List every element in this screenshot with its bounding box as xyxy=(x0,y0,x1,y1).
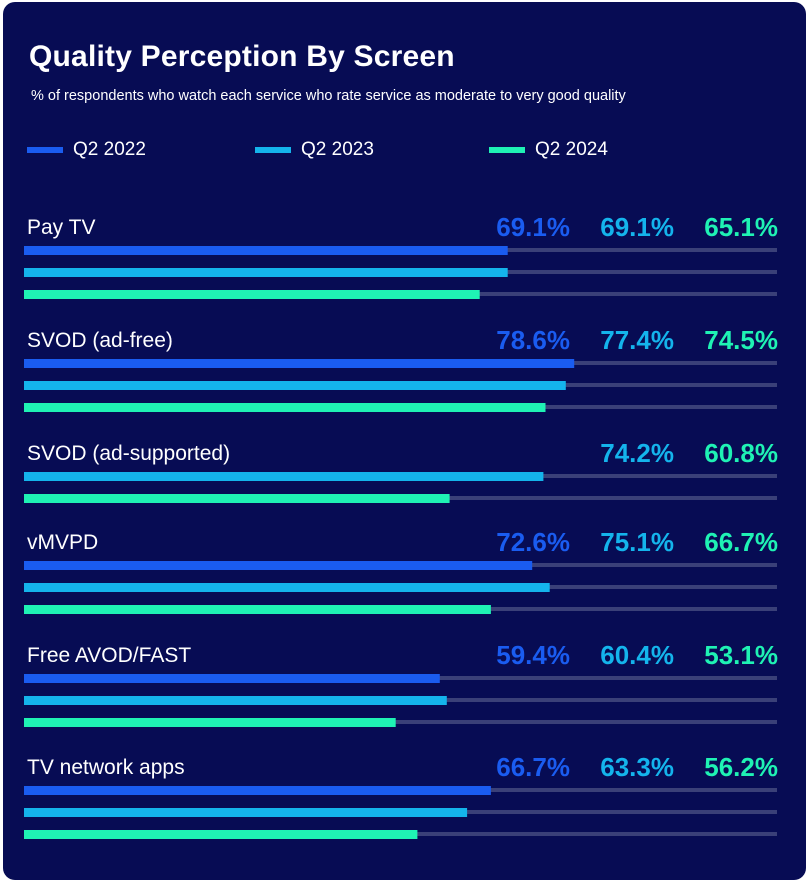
data-label: 78.6% xyxy=(496,325,570,355)
category-label: TV network apps xyxy=(27,756,185,779)
bar-track xyxy=(24,720,777,724)
bar xyxy=(24,561,533,570)
legend-item-q2-2023: Q2 2023 xyxy=(255,139,374,161)
legend-swatch-q2-2022 xyxy=(27,147,63,153)
bar xyxy=(24,830,418,839)
legend-item-q2-2022: Q2 2022 xyxy=(27,139,146,161)
category-label: Free AVOD/FAST xyxy=(27,644,191,667)
data-label: 74.2% xyxy=(600,438,674,468)
legend-label-q2-2023: Q2 2023 xyxy=(301,139,374,160)
category-label: Pay TV xyxy=(27,216,95,239)
category-label: vMVPD xyxy=(27,531,98,554)
bar xyxy=(24,268,508,277)
bar xyxy=(24,246,508,255)
bar-chart: Pay TV 65.1% 69.1% 69.1% SVOD (ad-free) 74.5%… xyxy=(24,212,778,839)
legend: Q2 2022 Q2 2023 Q2 2024 xyxy=(27,139,787,161)
bar xyxy=(24,290,480,299)
data-label: 53.1% xyxy=(704,640,778,670)
data-label: 66.7% xyxy=(496,752,570,782)
bar xyxy=(24,403,546,412)
data-label: 66.7% xyxy=(704,527,778,557)
data-label: 60.4% xyxy=(600,640,674,670)
legend-swatch-q2-2023 xyxy=(255,147,291,153)
bar xyxy=(24,472,544,481)
data-label: 65.1% xyxy=(704,212,778,242)
data-label: 72.6% xyxy=(496,527,570,557)
data-label: 59.4% xyxy=(496,640,570,670)
data-label: 69.1% xyxy=(496,212,570,242)
chart-card: Quality Perception By Screen % of respon… xyxy=(3,2,806,880)
chart-title: Quality Perception By Screen xyxy=(29,40,455,73)
legend-item-q2-2024: Q2 2024 xyxy=(489,139,608,161)
bar xyxy=(24,494,450,503)
data-label: 56.2% xyxy=(704,752,778,782)
bar xyxy=(24,718,396,727)
bar xyxy=(24,696,447,705)
bar xyxy=(24,786,491,795)
data-label: 63.3% xyxy=(600,752,674,782)
data-label: 69.1% xyxy=(600,212,674,242)
data-label: 77.4% xyxy=(600,325,674,355)
bar xyxy=(24,605,491,614)
bar xyxy=(24,381,566,390)
legend-label-q2-2024: Q2 2024 xyxy=(535,139,608,160)
category-label: SVOD (ad-free) xyxy=(27,329,173,352)
data-label: 74.5% xyxy=(704,325,778,355)
bar xyxy=(24,359,575,368)
legend-label-q2-2022: Q2 2022 xyxy=(73,139,146,160)
bar xyxy=(24,674,440,683)
data-label: 75.1% xyxy=(600,527,674,557)
bar xyxy=(24,808,468,817)
data-label: 60.8% xyxy=(704,438,778,468)
category-label: SVOD (ad-supported) xyxy=(27,442,230,465)
chart-subtitle: % of respondents who watch each service … xyxy=(31,88,626,104)
legend-swatch-q2-2024 xyxy=(489,147,525,153)
bar xyxy=(24,583,550,592)
